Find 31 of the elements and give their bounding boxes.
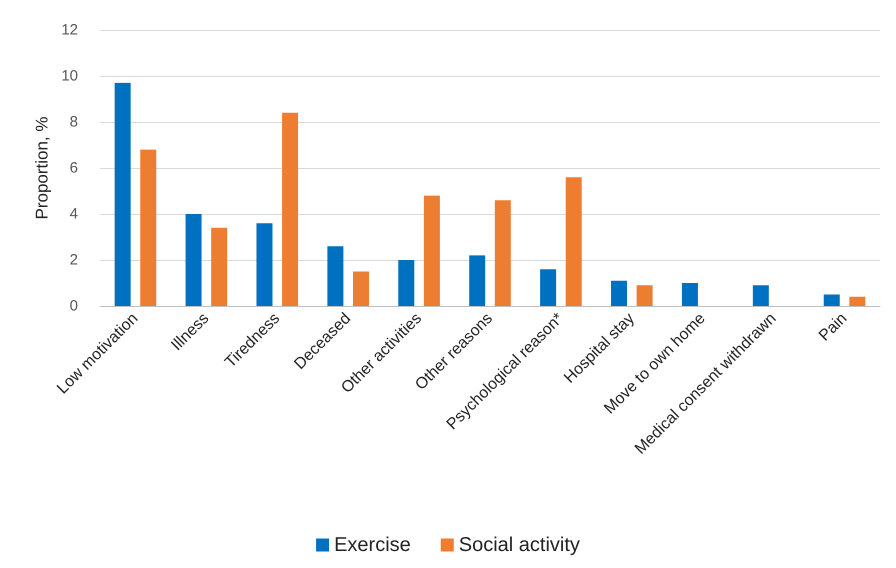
bar [682,283,698,306]
bar [327,246,344,306]
bar [114,82,131,306]
bar [611,280,628,306]
legend-label: Social activity [458,534,580,556]
bar [282,112,298,306]
y-tick-label: 4 [70,206,78,222]
legend-label: Exercise [334,534,411,556]
y-tick-label: 12 [61,22,78,38]
y-tick-label: 6 [70,160,78,176]
bar [469,255,486,306]
y-tick-label: 10 [61,68,78,84]
x-tick-label: Pain [816,310,851,345]
y-tick-label: 0 [70,298,78,314]
y-tick-label: 8 [70,114,78,130]
bar [566,177,582,306]
y-axis-title: Proportion, % [32,116,52,220]
bar [186,214,202,306]
bar [424,196,440,306]
bar [352,272,369,306]
bar [211,228,228,306]
bar [398,260,414,306]
bar [256,223,272,306]
bar [824,294,840,306]
bar [752,285,769,306]
bar [636,285,653,306]
y-tick-label: 2 [70,252,78,268]
bar [140,150,156,306]
bar [849,296,866,306]
bar [540,269,556,306]
bar [494,200,511,306]
